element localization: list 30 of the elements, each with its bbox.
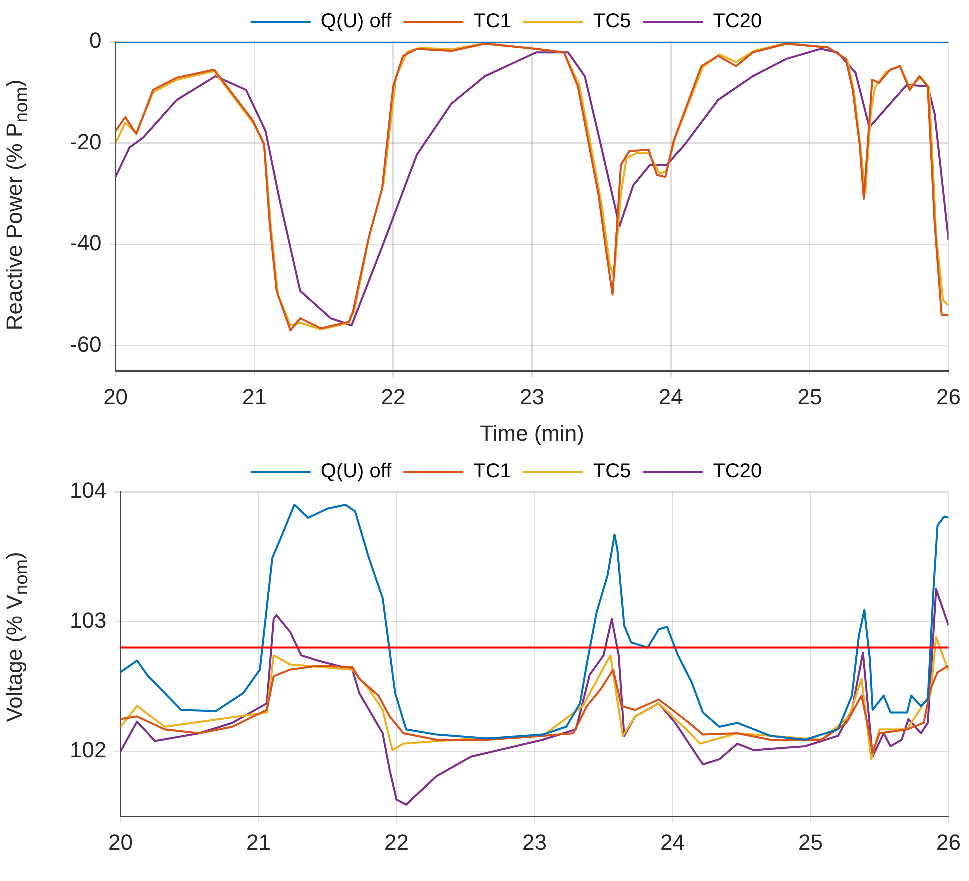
x-tick-label: 24 (658, 384, 684, 410)
x-tick-label: 23 (522, 830, 547, 855)
legend-label: Q(U) off (320, 460, 392, 483)
legend-label: Q(U) off (320, 10, 392, 33)
y-tick-label: -20 (70, 129, 102, 154)
legend-label: TC20 (713, 460, 762, 483)
y-tick-label: 0 (90, 28, 102, 54)
y-tick-label: -40 (70, 230, 102, 256)
x-tick-label: 26 (936, 384, 962, 410)
y-tick-label: 102 (70, 738, 107, 763)
y-tick-label: -60 (70, 332, 102, 357)
x-tick-label: 22 (381, 384, 406, 410)
legend-label: TC5 (593, 460, 632, 483)
x-tick-label: 23 (520, 384, 545, 410)
legend-label: TC1 (474, 460, 512, 483)
x-tick-label: 25 (798, 830, 823, 855)
x-tick-label: 21 (242, 384, 267, 410)
x-tick-label: 25 (798, 384, 822, 410)
x-tick-label: 21 (246, 830, 271, 855)
x-tick-label: 24 (660, 830, 685, 855)
x-tick-label: 22 (384, 830, 409, 855)
y-tick-label: 104 (70, 478, 107, 504)
legend-label: TC5 (593, 10, 632, 33)
x-axis-title: Time (min) (480, 420, 584, 446)
legend-label: TC20 (713, 10, 762, 33)
legend-label: TC1 (474, 10, 512, 33)
x-tick-label: 26 (936, 830, 962, 855)
x-tick-label: 20 (104, 384, 128, 410)
y-tick-label: 103 (70, 608, 107, 633)
x-tick-label: 20 (108, 830, 133, 855)
